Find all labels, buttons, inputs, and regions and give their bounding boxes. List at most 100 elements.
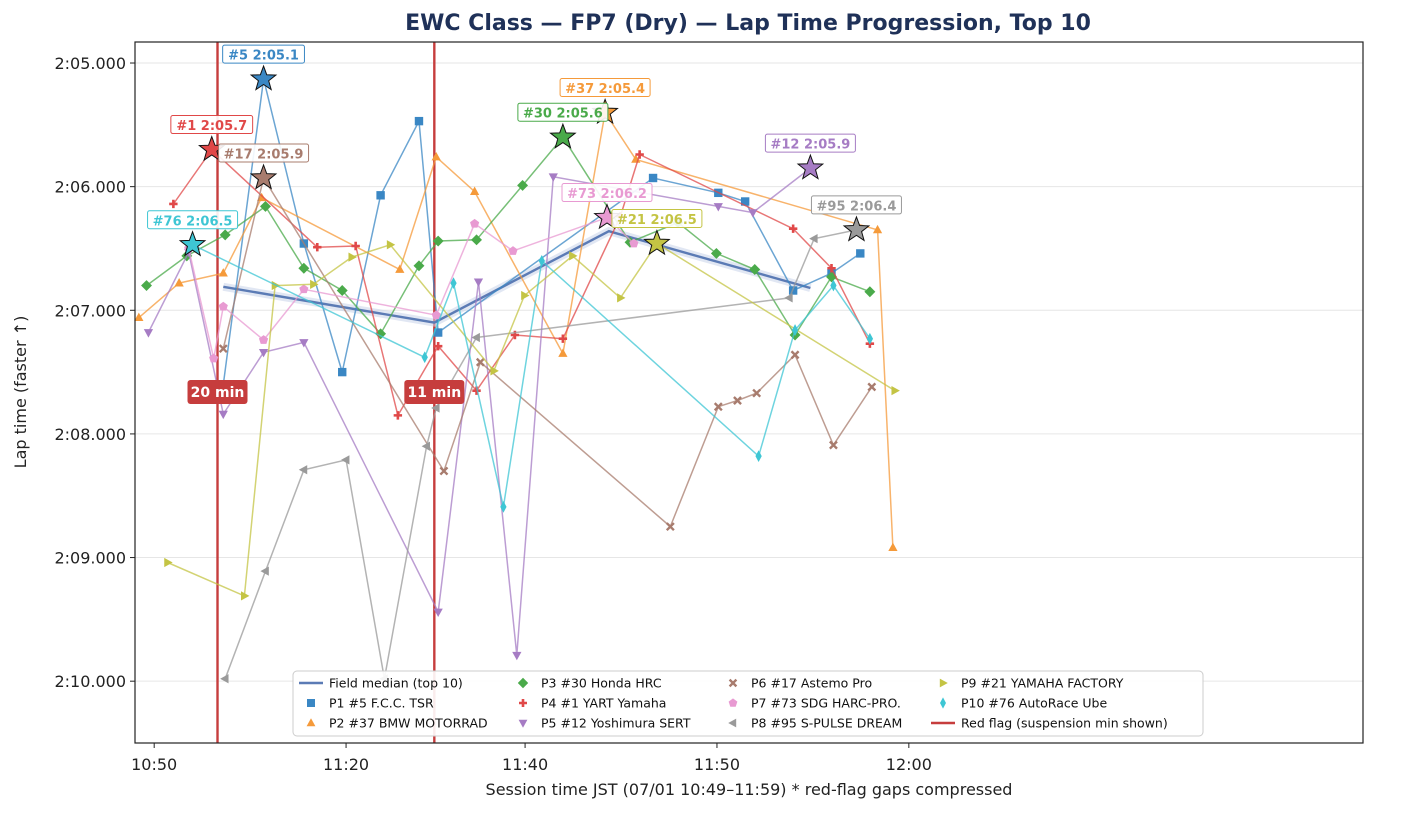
best-lap-star <box>796 153 825 180</box>
legend-label: P10 #76 AutoRace Ube <box>961 696 1107 711</box>
x-tick-label: 11:50 <box>694 755 740 774</box>
best-lap-label-box <box>222 44 305 64</box>
lap-point <box>867 382 877 392</box>
legend-label: P1 #5 F.C.C. TSR <box>329 696 434 711</box>
lap-point <box>713 402 723 412</box>
legend-label: P5 #12 Yoshimura SERT <box>541 716 691 731</box>
tick-layer: 2:05.000 2:06.000 2:07.000 2:08.000 2:09.000… <box>54 54 931 774</box>
lap-point <box>475 357 485 367</box>
y-axis-title: Lap time (faster ↑) <box>11 316 30 469</box>
lap-point <box>648 173 658 183</box>
lap-point <box>258 335 269 344</box>
red-flag-label: 20 min <box>191 385 245 401</box>
lap-point <box>617 293 626 303</box>
best-lap-star <box>549 122 577 149</box>
legend-swatch <box>519 699 527 707</box>
best-lap-label: #12 2:05.9 <box>770 138 850 153</box>
lap-point <box>856 249 865 258</box>
lap-point <box>469 186 480 195</box>
lap-point <box>413 260 425 272</box>
legend-label: Red flag (suspension min shown) <box>961 716 1168 731</box>
legend-swatch <box>728 678 738 688</box>
lap-point <box>500 500 507 513</box>
lap-point <box>635 150 644 159</box>
lap-point <box>299 284 309 294</box>
best-lap-star <box>842 215 871 242</box>
lap-point <box>740 197 750 206</box>
best-lap-layer: #5 2:05.1 #37 2:05.4 #30 2:05.6 #1 2:05.7 #1… <box>147 44 902 257</box>
chart-title: EWC Class — FP7 (Dry) — Lap Time Progres… <box>405 11 1091 36</box>
legend-swatch <box>518 719 528 728</box>
red-flag-label-layer: 20 min 11 min <box>187 380 465 404</box>
lap-point <box>141 280 152 292</box>
x-axis-title: Session time JST (07/01 10:49–11:59) * r… <box>486 780 1013 799</box>
x-tick-label: 11:20 <box>323 755 369 774</box>
best-lap-label-box <box>147 210 239 230</box>
best-lap-label: #17 2:05.9 <box>224 147 304 162</box>
legend-swatch <box>728 698 738 707</box>
x-tick-label: 11:40 <box>502 755 548 774</box>
lap-point <box>710 247 722 259</box>
lap-point <box>218 268 228 277</box>
legend-item: P4 #1 YART Yamaha <box>519 696 666 711</box>
y-tick-label: 2:07.000 <box>54 301 126 320</box>
legend-item: P7 #73 SDG HARC-PRO. <box>728 696 901 711</box>
red-flag-label: 11 min <box>407 385 461 401</box>
lap-point <box>299 339 309 348</box>
lap-point <box>336 285 348 296</box>
lap-point <box>827 264 836 273</box>
series-layer <box>134 74 900 684</box>
lap-point <box>169 199 178 209</box>
x-tick-label: 12:00 <box>886 755 932 774</box>
lap-point <box>313 243 322 252</box>
y-tick-label: 2:08.000 <box>54 425 126 444</box>
red-flag-badge <box>404 380 465 404</box>
lap-point <box>134 312 144 322</box>
lap-point <box>791 324 799 336</box>
legend-label: P9 #21 YAMAHA FACTORY <box>961 676 1124 691</box>
lap-point <box>219 229 231 241</box>
lap-point <box>164 557 173 568</box>
legend-item: P3 #30 Honda HRC <box>517 676 662 691</box>
lap-point <box>298 262 310 274</box>
series-line <box>167 242 896 597</box>
lap-point <box>733 396 742 405</box>
lap-point <box>395 264 405 273</box>
lap-point <box>569 251 578 261</box>
y-tick-label: 2:09.000 <box>54 549 126 568</box>
lap-point <box>473 278 484 287</box>
legend-swatch <box>517 677 529 689</box>
lap-point <box>376 191 385 200</box>
lap-point <box>790 350 800 360</box>
lap-point <box>421 441 431 451</box>
best-lap-star <box>249 163 278 190</box>
lap-point <box>470 218 480 228</box>
legend-swatch <box>940 697 946 709</box>
legend-label: P7 #73 SDG HARC-PRO. <box>751 696 901 711</box>
lap-point <box>260 566 269 576</box>
legend-item: P2 #37 BMW MOTORRAD <box>306 716 488 731</box>
best-lap-star <box>249 64 278 91</box>
lap-point <box>433 341 443 351</box>
lap-point <box>471 234 482 246</box>
lap-point <box>548 173 558 182</box>
legend-item: P9 #21 YAMAHA FACTORY <box>939 676 1124 691</box>
lap-point <box>558 334 568 343</box>
lap-point <box>538 254 545 267</box>
best-lap-label: #76 2:06.5 <box>153 214 233 229</box>
legend-item: P1 #5 F.C.C. TSR <box>307 696 434 711</box>
lap-point <box>220 674 229 684</box>
legend-item: P6 #17 Astemo Pro <box>728 676 872 691</box>
series-10 <box>189 238 874 513</box>
lap-point <box>433 608 443 617</box>
legend-swatch <box>939 678 948 688</box>
legend-label: P8 #95 S-PULSE DREAM <box>751 716 902 731</box>
lap-point <box>386 240 396 250</box>
lap-point <box>338 367 347 377</box>
lap-point <box>830 279 837 292</box>
best-lap-label-box <box>810 195 902 215</box>
lap-point <box>209 353 219 363</box>
legend-item: P5 #12 Yoshimura SERT <box>518 716 691 731</box>
